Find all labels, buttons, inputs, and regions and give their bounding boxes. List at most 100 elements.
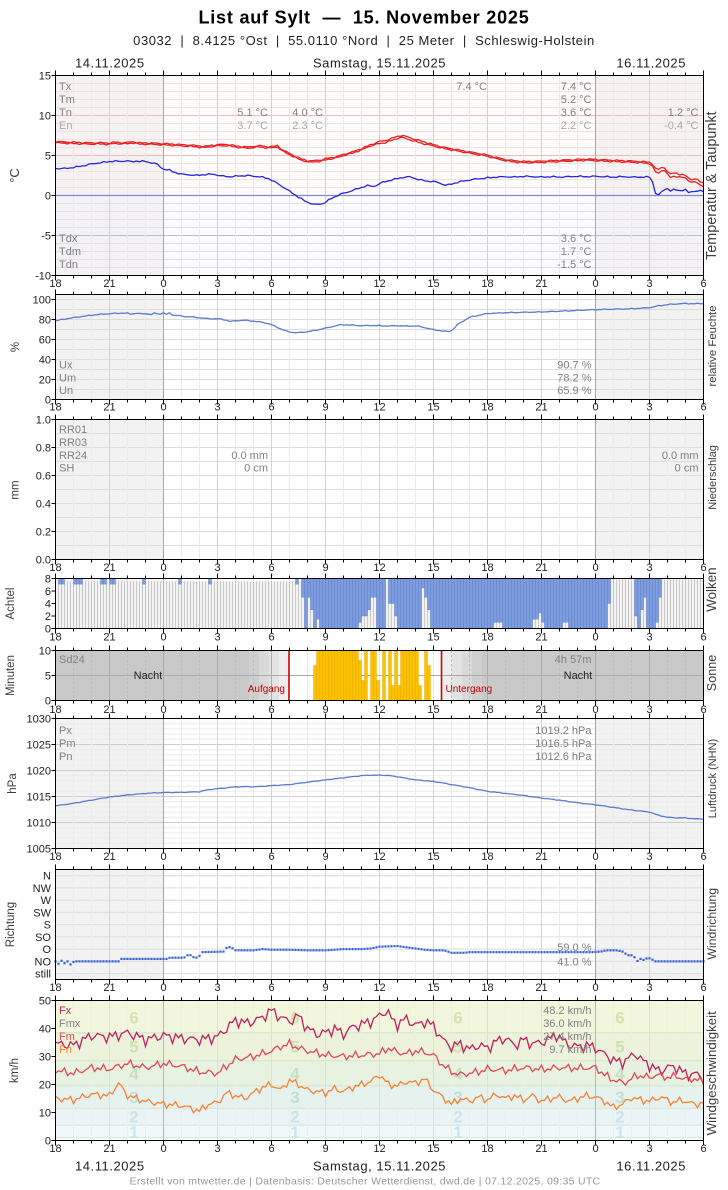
svg-text:21: 21 [103,1143,115,1155]
svg-text:mm: mm [10,480,22,499]
svg-text:15: 15 [427,278,439,290]
svg-text:Fm: Fm [59,1031,75,1043]
svg-text:8: 8 [45,574,51,586]
svg-text:6: 6 [268,562,274,574]
svg-text:Achtel: Achtel [5,588,17,620]
svg-text:6: 6 [268,402,274,414]
svg-text:Px: Px [59,725,72,737]
svg-text:3: 3 [214,562,220,574]
svg-text:SH: SH [59,463,74,475]
svg-text:6: 6 [268,982,274,994]
svg-text:Wolken: Wolken [704,567,719,611]
svg-text:Tx: Tx [59,81,72,93]
svg-text:Tm: Tm [59,94,75,106]
svg-text:List auf Sylt — 15. November: List auf Sylt — 15. November 2025 [198,8,529,28]
svg-text:21: 21 [103,278,115,290]
svg-text:0.2: 0.2 [36,527,51,539]
svg-text:6: 6 [700,632,706,644]
svg-text:7.4 °C: 7.4 °C [456,81,487,93]
svg-text:12: 12 [373,704,385,716]
svg-text:Minuten: Minuten [5,655,17,696]
svg-text:4h 57m: 4h 57m [555,654,592,666]
svg-text:3: 3 [646,1143,652,1155]
svg-text:18: 18 [49,278,61,290]
svg-text:21: 21 [103,562,115,574]
svg-text:1020: 1020 [27,766,51,778]
svg-text:100: 100 [33,295,51,307]
svg-text:%: % [10,342,22,352]
svg-text:6: 6 [268,1143,274,1155]
svg-text:9: 9 [322,982,328,994]
svg-text:18: 18 [481,632,493,644]
svg-text:0: 0 [160,851,166,863]
svg-text:65.9 %: 65.9 % [557,385,591,397]
svg-text:9: 9 [322,704,328,716]
svg-text:5: 5 [615,1038,624,1057]
svg-text:03032 | 8.4125 °Ost | 55.0: 03032 | 8.4125 °Ost | 55.0110 °Nord | 25… [133,33,595,48]
svg-text:36.0 km/h: 36.0 km/h [543,1018,591,1030]
svg-text:Fmx: Fmx [59,1018,81,1030]
svg-text:18: 18 [481,1143,493,1155]
svg-text:15: 15 [427,851,439,863]
svg-text:6: 6 [268,851,274,863]
svg-text:4: 4 [290,1064,300,1083]
svg-text:9.7 km/h: 9.7 km/h [549,1044,591,1056]
svg-text:0.6: 0.6 [36,471,51,483]
svg-text:Temperatur & Taupunkt: Temperatur & Taupunkt [704,111,720,260]
svg-text:RR24: RR24 [59,450,87,462]
svg-text:Erstellt von mtwetter.de | Dat: Erstellt von mtwetter.de | Datenbasis: D… [130,1176,601,1188]
svg-text:9: 9 [322,278,328,290]
svg-text:41.0 %: 41.0 % [557,957,591,969]
svg-text:0: 0 [160,704,166,716]
svg-text:3: 3 [214,632,220,644]
svg-text:°C: °C [7,168,22,183]
svg-text:Tdn: Tdn [59,259,78,271]
svg-text:18: 18 [49,704,61,716]
svg-text:3: 3 [453,1088,462,1107]
svg-text:3: 3 [646,278,652,290]
svg-text:3: 3 [214,851,220,863]
svg-text:3: 3 [646,632,652,644]
svg-text:6: 6 [700,402,706,414]
svg-text:21: 21 [535,704,547,716]
svg-text:18: 18 [49,851,61,863]
svg-text:6: 6 [700,851,706,863]
svg-text:20: 20 [39,375,51,387]
svg-text:0: 0 [160,982,166,994]
svg-text:18: 18 [481,278,493,290]
svg-text:10: 10 [39,1108,51,1120]
svg-text:14.11.2025: 14.11.2025 [75,1159,145,1174]
svg-text:Windgeschwindigkeit: Windgeschwindigkeit [704,1011,719,1135]
svg-text:12: 12 [373,402,385,414]
svg-text:16.11.2025: 16.11.2025 [616,56,686,71]
svg-text:0.8: 0.8 [36,443,51,455]
svg-text:18: 18 [481,402,493,414]
svg-text:3: 3 [214,982,220,994]
svg-text:6: 6 [700,1143,706,1155]
svg-text:0: 0 [592,704,598,716]
svg-text:18: 18 [49,1143,61,1155]
svg-text:0: 0 [592,278,598,290]
svg-text:En: En [59,120,72,132]
svg-text:21: 21 [103,851,115,863]
svg-text:1: 1 [615,1123,624,1142]
svg-text:6: 6 [700,704,706,716]
svg-text:3: 3 [214,278,220,290]
svg-text:-0.4 °C: -0.4 °C [664,120,698,132]
svg-text:SO: SO [35,932,51,944]
svg-text:12: 12 [373,278,385,290]
svg-text:-10: -10 [35,271,51,283]
svg-text:12: 12 [373,1143,385,1155]
svg-text:6: 6 [700,562,706,574]
svg-text:O: O [42,944,51,956]
svg-text:RR01: RR01 [59,424,87,436]
svg-text:6: 6 [129,1008,138,1027]
svg-text:16.11.2025: 16.11.2025 [616,1159,686,1174]
svg-text:18: 18 [481,704,493,716]
svg-text:15: 15 [427,402,439,414]
svg-text:Luftdruck (NHN): Luftdruck (NHN) [707,739,719,818]
svg-text:Um: Um [59,373,76,385]
svg-text:Samstag, 15.11.2025: Samstag, 15.11.2025 [313,1159,446,1174]
svg-text:80: 80 [39,315,51,327]
svg-text:5: 5 [453,1038,462,1057]
